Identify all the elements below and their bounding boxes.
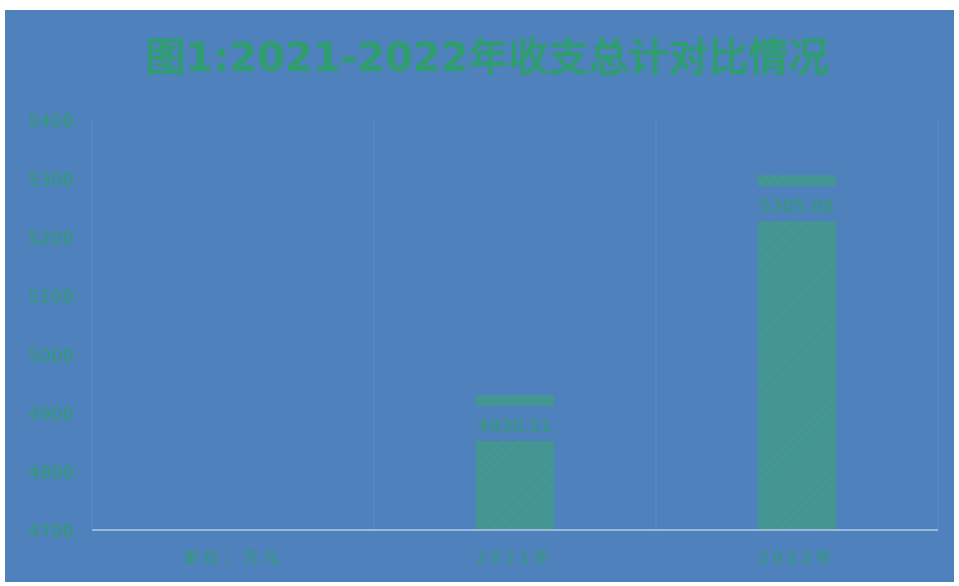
x-tick-label: 单位：万元: [183, 548, 283, 567]
gridlines: [91, 120, 939, 530]
chart-title: 图1:2021-2022年收支总计对比情况: [145, 35, 828, 81]
y-tick-label: 5100: [28, 287, 74, 308]
data-labels: 4930.51 5305.88: [475, 186, 837, 441]
bar: [758, 175, 836, 530]
x-axis-ticks: 单位：万元 2021年 2022年: [183, 548, 836, 567]
y-tick-label: 5400: [28, 111, 74, 132]
y-tick-label: 5300: [28, 170, 74, 191]
x-tick-label: 2021年: [477, 548, 554, 567]
y-tick-label: 4700: [28, 521, 74, 542]
x-tick-label: 2022年: [759, 548, 836, 567]
data-label-background: [757, 186, 837, 222]
y-tick-label: 5200: [28, 228, 74, 249]
y-tick-label: 5000: [28, 345, 74, 366]
data-label: 5305.88: [760, 196, 834, 217]
y-tick-label: 4900: [28, 404, 74, 425]
y-axis-ticks: 4700 4800 4900 5000 5100 5200 5300 5400: [28, 111, 74, 542]
y-tick-label: 4800: [28, 462, 74, 483]
data-label: 4930.51: [478, 416, 552, 437]
data-label-background: [475, 405, 555, 441]
